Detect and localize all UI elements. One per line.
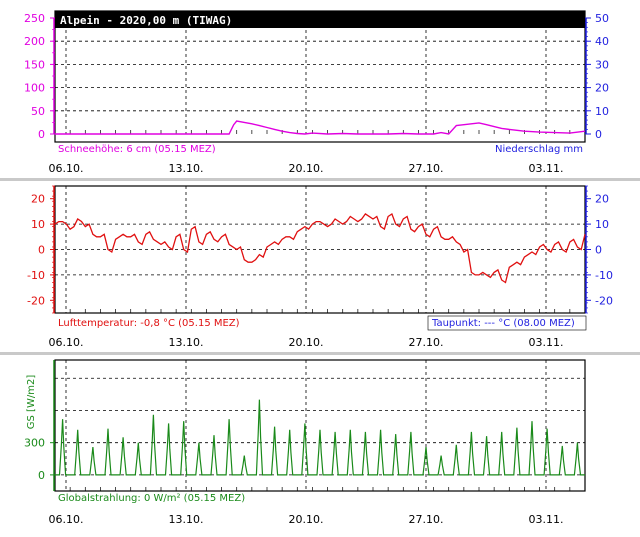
left-tick-label: -20 <box>27 294 45 307</box>
radiation-panel: 0 300 GS [W/m2] Globalstrahlung: 0 W/m² (… <box>24 359 586 526</box>
right-tick-label: 20 <box>595 82 609 95</box>
date-label: 03.11. <box>529 162 564 175</box>
left-tick-label: 10 <box>31 218 45 231</box>
radiation-legend: Globalstrahlung: 0 W/m² (05.15 MEZ) <box>58 493 245 504</box>
panel-separator <box>0 178 640 181</box>
left-tick-label: 200 <box>24 35 45 48</box>
date-label: 13.10. <box>169 336 204 349</box>
left-tick-label: 150 <box>24 58 45 71</box>
date-label: 03.11. <box>529 513 564 526</box>
left-tick-label: 300 <box>24 437 45 450</box>
date-label: 03.11. <box>529 336 564 349</box>
title-bar <box>55 11 585 28</box>
date-label: 27.10. <box>409 162 444 175</box>
radiation-axis-label: GS [W/m2] <box>26 375 37 430</box>
date-label: 20.10. <box>289 336 324 349</box>
left-tick-label: 250 <box>24 12 45 25</box>
temperature-panel: -20 -10 0 10 20 -20 -10 0 10 20 Lufttemperatur: … <box>27 185 613 349</box>
date-label: 27.10. <box>409 336 444 349</box>
right-tick-label: 20 <box>595 193 609 206</box>
left-tick-label: 0 <box>38 128 45 141</box>
left-tick-label: 20 <box>31 193 45 206</box>
date-label: 20.10. <box>289 513 324 526</box>
right-tick-label: -10 <box>595 269 613 282</box>
date-label: 27.10. <box>409 513 444 526</box>
right-tick-label: 0 <box>595 244 602 257</box>
right-tick-label: 40 <box>595 35 609 48</box>
right-tick-label: 10 <box>595 218 609 231</box>
dewpoint-legend-box <box>427 315 587 331</box>
date-label: 06.10. <box>49 336 84 349</box>
right-tick-label: 0 <box>595 128 602 141</box>
left-tick-label: 0 <box>38 469 45 482</box>
precip-legend: Niederschlag mm <box>495 144 583 155</box>
right-tick-label: -20 <box>595 294 613 307</box>
dewpoint-legend: Taupunkt: --- °C (08.00 MEZ) <box>431 318 575 329</box>
right-tick-label: 10 <box>595 105 609 118</box>
snow-frame <box>54 10 586 143</box>
chart-title: Alpein - 2020,00 m (TIWAG) <box>60 14 232 27</box>
left-tick-label: 50 <box>31 105 45 118</box>
right-tick-label: 50 <box>595 12 609 25</box>
left-tick-label: 100 <box>24 82 45 95</box>
snow-panel: Alpein - 2020,00 m (TIWAG) 0501001502002… <box>24 10 609 175</box>
snow-depth-line <box>55 120 586 135</box>
temperature-line <box>54 213 586 284</box>
date-label: 20.10. <box>289 162 324 175</box>
date-label: 06.10. <box>49 162 84 175</box>
date-label: 13.10. <box>169 513 204 526</box>
radiation-line <box>55 399 585 476</box>
date-label: 06.10. <box>49 513 84 526</box>
left-tick-label: 0 <box>38 244 45 257</box>
temperature-legend: Lufttemperatur: -0,8 °C (05.15 MEZ) <box>58 318 240 329</box>
right-tick-label: 30 <box>595 58 609 71</box>
radiation-frame <box>54 359 586 492</box>
date-label: 13.10. <box>169 162 204 175</box>
snow-legend: Schneehöhe: 6 cm (05.15 MEZ) <box>58 144 216 155</box>
left-tick-label: -10 <box>27 269 45 282</box>
panel-separator <box>0 352 640 355</box>
